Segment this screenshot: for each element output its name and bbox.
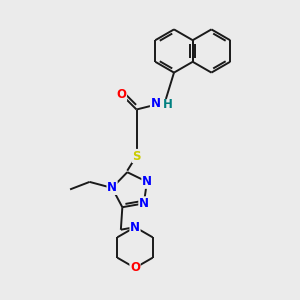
Text: N: N — [130, 220, 140, 234]
Text: N: N — [142, 175, 152, 188]
Text: O: O — [130, 261, 140, 274]
Text: S: S — [132, 149, 141, 163]
Text: N: N — [139, 197, 149, 210]
Text: O: O — [116, 88, 127, 101]
Text: N: N — [107, 182, 117, 194]
Text: N: N — [151, 97, 160, 110]
Text: H: H — [163, 98, 173, 111]
